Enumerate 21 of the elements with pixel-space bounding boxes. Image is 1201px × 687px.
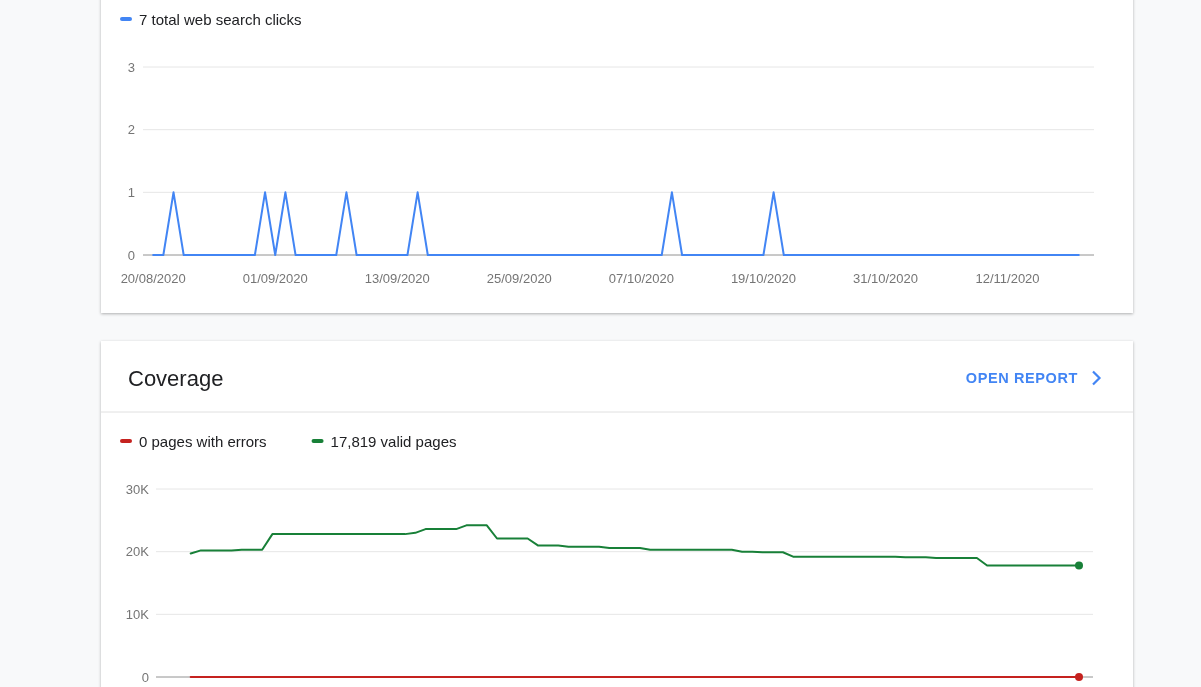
y-tick-label: 1 xyxy=(127,184,135,200)
x-tick-label: 01/09/2020 xyxy=(242,270,308,286)
legend-label: 0 pages with errors xyxy=(139,432,267,450)
y-tick-label: 30K xyxy=(125,481,150,497)
chart-title: Coverage xyxy=(128,365,224,391)
y-tick-label: 2 xyxy=(127,122,135,138)
text: OPEN REPORT xyxy=(965,370,1078,386)
y-tick-label: 0 xyxy=(141,669,149,685)
x-tick-label: 20/08/2020 xyxy=(120,270,186,286)
y-tick-label: 3 xyxy=(127,59,135,75)
y-tick-label: 10K xyxy=(125,606,150,622)
x-tick-label: 12/11/2020 xyxy=(975,270,1040,286)
x-tick-label: 31/10/2020 xyxy=(852,270,919,286)
x-tick-label: 25/09/2020 xyxy=(486,270,552,286)
y-tick-label: 0 xyxy=(127,247,135,263)
x-tick-label: 07/10/2020 xyxy=(608,270,674,286)
legend-label: 7 total web search clicks xyxy=(139,10,302,28)
x-tick-label: 19/10/2020 xyxy=(730,270,796,286)
legend-label: 17,819 valid pages xyxy=(330,432,457,450)
x-tick-label: 13/09/2020 xyxy=(364,270,430,286)
y-tick-label: 20K xyxy=(125,544,150,560)
